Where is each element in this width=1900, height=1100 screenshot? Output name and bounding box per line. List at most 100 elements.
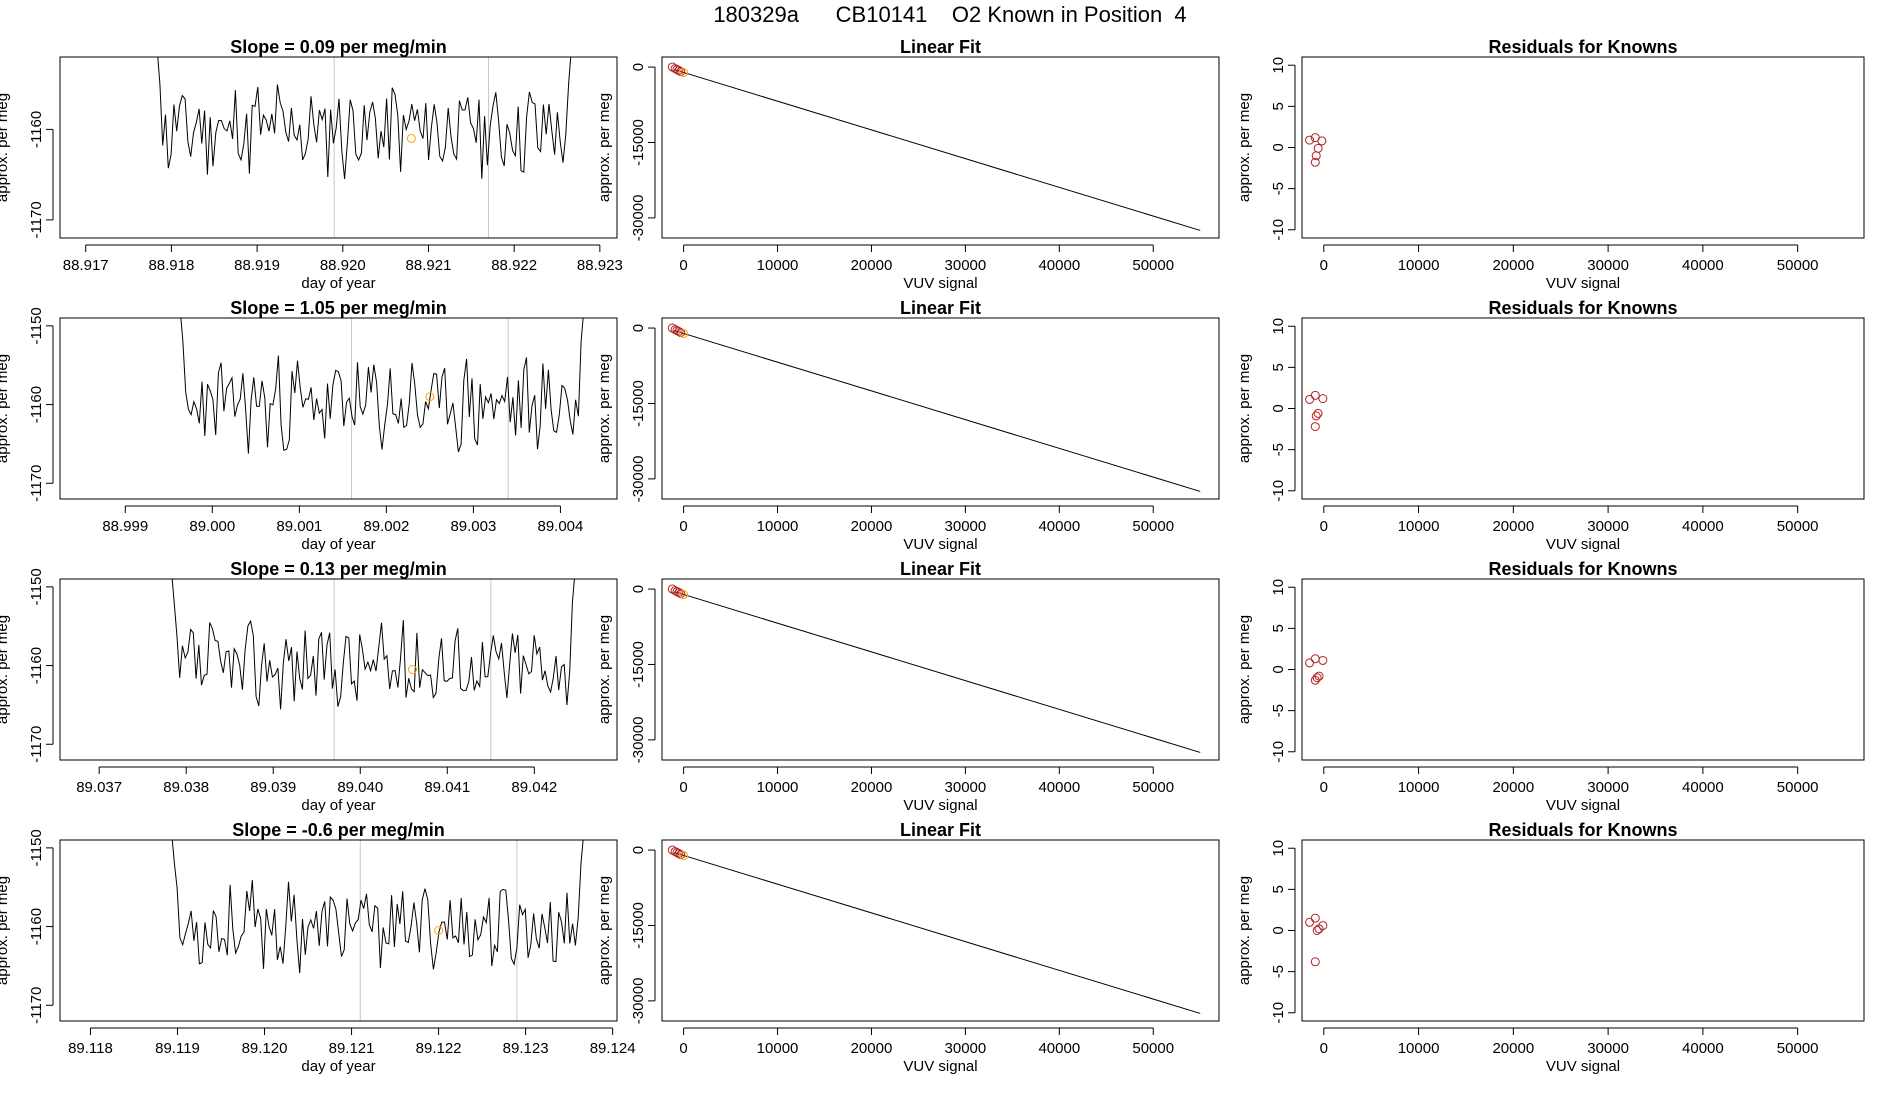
plot-frame bbox=[661, 317, 1220, 500]
x-tick-label: 89.120 bbox=[242, 1040, 288, 1057]
x-tick-label: 30000 bbox=[1587, 257, 1629, 274]
figure-title-desc: O2 Known in Position 4 bbox=[951, 2, 1187, 27]
x-tick-label: 89.000 bbox=[189, 518, 235, 535]
fit-line bbox=[674, 69, 1201, 231]
y-tick-label: -1170 bbox=[28, 726, 45, 763]
x-tick-label: 89.119 bbox=[155, 1040, 200, 1057]
y-tick-label: -30000 bbox=[630, 456, 647, 503]
x-axis-label: VUV signal bbox=[903, 536, 977, 553]
panel-title: Slope = 1.05 per meg/min bbox=[230, 298, 447, 318]
x-tick-label: 10000 bbox=[1398, 1040, 1440, 1057]
x-tick-label: 40000 bbox=[1038, 518, 1080, 535]
x-tick-label: 50000 bbox=[1777, 779, 1819, 796]
highlight-point bbox=[679, 851, 689, 861]
x-tick-label: 20000 bbox=[851, 779, 893, 796]
panel-residuals-row3: Residuals for Knowns 0 10000 20000 30000 4000… bbox=[1236, 559, 1865, 814]
y-tick-label: -5 bbox=[1270, 704, 1287, 717]
x-tick-label: 0 bbox=[679, 1040, 687, 1057]
plot-area bbox=[1305, 390, 1328, 432]
plot-area bbox=[1305, 133, 1327, 167]
x-tick-label: 89.124 bbox=[590, 1040, 636, 1057]
panel-residuals-row4: Residuals for Knowns 0 10000 20000 30000 4000… bbox=[1236, 820, 1865, 1075]
x-tick-label: 40000 bbox=[1682, 1040, 1724, 1057]
y-tick-label: 10 bbox=[1270, 840, 1287, 857]
data-point bbox=[1310, 913, 1320, 923]
x-tick-label: 50000 bbox=[1132, 779, 1174, 796]
y-tick-label: 5 bbox=[1270, 363, 1287, 371]
x-tick-label: 30000 bbox=[1587, 779, 1629, 796]
x-tick-label: 40000 bbox=[1682, 518, 1724, 535]
y-tick-label: 0 bbox=[1270, 404, 1287, 412]
highlight-point bbox=[406, 133, 416, 143]
highlight-point bbox=[679, 329, 689, 339]
x-tick-label: 89.042 bbox=[511, 779, 557, 796]
plot-area bbox=[171, 840, 584, 1021]
x-tick-label: 20000 bbox=[1492, 518, 1534, 535]
y-tick-label: -10 bbox=[1270, 741, 1287, 763]
panel-fit-row3: Linear Fit 0 10000 20000 30000 40000 50000 VUV … bbox=[596, 559, 1220, 814]
y-tick-label: -1160 bbox=[28, 647, 45, 684]
y-tick-label: 0 bbox=[1270, 143, 1287, 151]
x-tick-label: 50000 bbox=[1777, 518, 1819, 535]
data-point bbox=[1313, 143, 1323, 153]
x-tick-label: 0 bbox=[679, 779, 687, 796]
y-tick-label: -1170 bbox=[28, 987, 45, 1024]
x-axis-label: VUV signal bbox=[1546, 275, 1620, 292]
x-axis-label: VUV signal bbox=[1546, 1058, 1620, 1075]
x-tick-label: 20000 bbox=[851, 1040, 893, 1057]
y-tick-label: 10 bbox=[1270, 318, 1287, 335]
x-tick-label: 50000 bbox=[1132, 257, 1174, 274]
plot-area bbox=[667, 845, 1201, 1014]
data-point bbox=[1305, 658, 1315, 668]
plot-frame bbox=[59, 578, 618, 761]
x-tick-label: 50000 bbox=[1132, 1040, 1174, 1057]
x-tick-label: 89.041 bbox=[424, 779, 470, 796]
x-tick-label: 89.122 bbox=[416, 1040, 462, 1057]
x-axis-label: day of year bbox=[301, 797, 375, 814]
plot-area bbox=[667, 62, 1201, 231]
y-tick-label: -30000 bbox=[630, 195, 647, 242]
plot-area bbox=[1305, 654, 1328, 685]
x-tick-label: 30000 bbox=[945, 779, 987, 796]
x-tick-label: 50000 bbox=[1777, 257, 1819, 274]
panel-time-row4: Slope = -0.6 per meg/min 89.118 89.119 89.1… bbox=[0, 820, 636, 1075]
x-tick-label: 88.917 bbox=[63, 257, 109, 274]
x-tick-label: 89.121 bbox=[329, 1040, 375, 1057]
plot-area bbox=[667, 584, 1201, 753]
x-tick-label: 10000 bbox=[1398, 779, 1440, 796]
panel-time-row1: Slope = 0.09 per meg/min 88.917 88.918 88.9… bbox=[0, 37, 623, 292]
y-tick-label: 10 bbox=[1270, 57, 1287, 74]
y-axis-label: approx. per meg bbox=[0, 876, 11, 985]
x-tick-label: 89.038 bbox=[163, 779, 209, 796]
plot-frame bbox=[59, 839, 618, 1022]
data-point bbox=[1318, 394, 1328, 404]
y-tick-label: 10 bbox=[1270, 579, 1287, 596]
panel-time-row3: Slope = 0.13 per meg/min 89.037 89.038 89.0… bbox=[0, 559, 618, 814]
y-axis-label: approx. per meg bbox=[1236, 876, 1253, 985]
time-series-line bbox=[171, 840, 584, 974]
y-tick-label: -1160 bbox=[28, 908, 45, 945]
time-series-line bbox=[180, 318, 584, 454]
y-tick-label: -10 bbox=[1270, 480, 1287, 502]
x-tick-label: 10000 bbox=[1398, 518, 1440, 535]
x-tick-label: 88.923 bbox=[577, 257, 623, 274]
y-tick-label: -15000 bbox=[630, 641, 647, 688]
panel-title: Slope = 0.09 per meg/min bbox=[230, 37, 447, 57]
x-tick-label: 89.040 bbox=[337, 779, 383, 796]
data-point bbox=[1310, 654, 1320, 664]
y-tick-label: -5 bbox=[1270, 182, 1287, 195]
data-point bbox=[1317, 136, 1327, 146]
highlight-point bbox=[679, 590, 689, 600]
data-point bbox=[1305, 135, 1315, 145]
x-tick-label: 0 bbox=[1320, 257, 1328, 274]
data-point bbox=[1311, 411, 1321, 421]
x-axis-label: day of year bbox=[301, 536, 375, 553]
y-axis-label: approx. per meg bbox=[596, 354, 613, 463]
x-tick-label: 89.002 bbox=[363, 518, 409, 535]
figure-title-cylinder: CB10141 bbox=[835, 2, 928, 27]
y-tick-label: 5 bbox=[1270, 624, 1287, 632]
panel-title: Linear Fit bbox=[900, 559, 981, 579]
panel-fit-row4: Linear Fit 0 10000 20000 30000 40000 50000 VUV … bbox=[596, 820, 1220, 1075]
data-point bbox=[1310, 675, 1320, 685]
x-tick-label: 10000 bbox=[757, 257, 799, 274]
